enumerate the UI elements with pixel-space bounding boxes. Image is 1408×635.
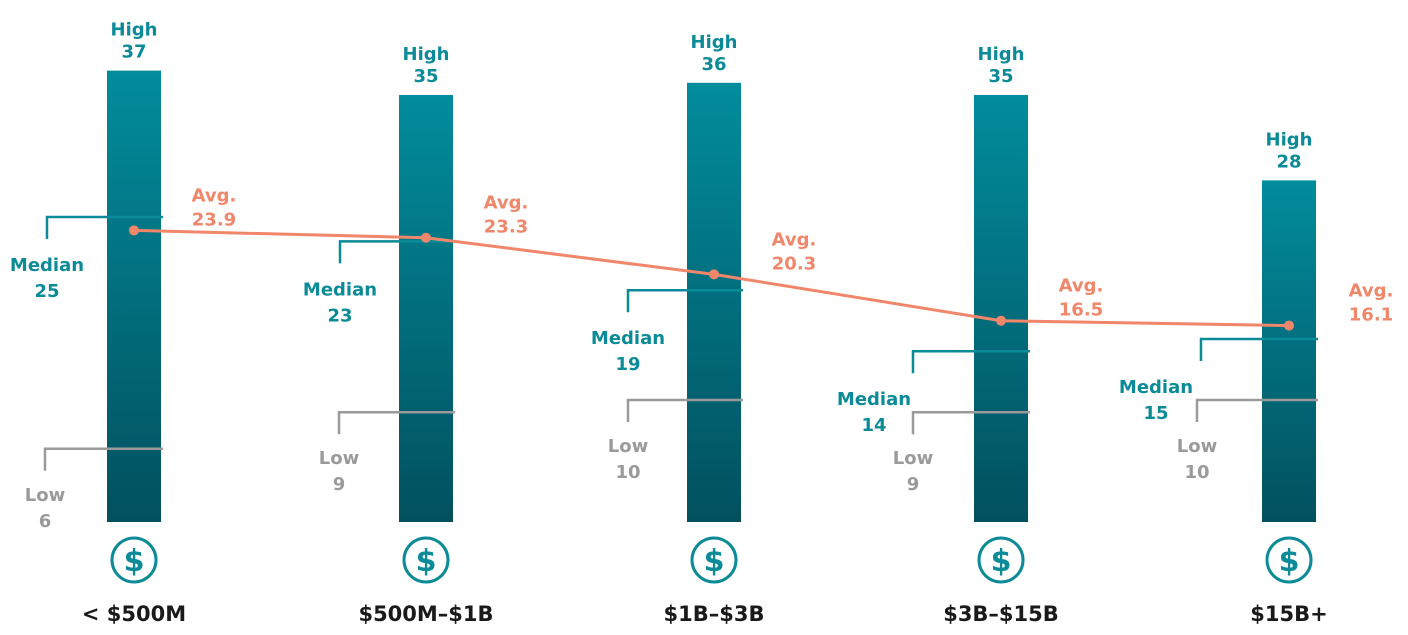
average-point [1284, 320, 1294, 331]
median-label: Median [837, 389, 911, 410]
median-marker [911, 349, 1030, 374]
dollar-sign-glyph: $ [1279, 544, 1300, 579]
average-label: Avg. [484, 193, 529, 214]
high-value: 36 [701, 54, 726, 75]
high-label: High [403, 44, 450, 65]
low-value: 10 [615, 462, 640, 483]
average-value: 16.5 [1059, 300, 1103, 321]
high-label: High [978, 44, 1025, 65]
category-label: $15B+ [1250, 602, 1327, 626]
median-label: Median [591, 328, 665, 349]
range-bar [687, 82, 741, 523]
category-label: $3B–$15B [943, 602, 1059, 626]
median-marker [1199, 337, 1318, 361]
average-point [709, 269, 719, 280]
average-point [421, 232, 431, 243]
low-value: 6 [39, 511, 52, 532]
dollar-coin-icon [977, 536, 1025, 584]
low-label: Low [25, 485, 65, 506]
range-bar [1262, 180, 1316, 522]
median-marker [626, 288, 743, 313]
average-value: 16.1 [1349, 305, 1393, 326]
high-value: 28 [1276, 151, 1301, 172]
average-point [996, 315, 1006, 326]
average-label: Avg. [1059, 276, 1104, 297]
average-label: Avg. [192, 185, 237, 206]
low-marker [1195, 398, 1318, 422]
dollar-sign-glyph: $ [991, 544, 1012, 579]
low-label: Low [319, 448, 359, 469]
category-label: < $500M [82, 602, 186, 626]
low-label: Low [893, 448, 933, 469]
median-value: 14 [861, 415, 886, 436]
dollar-sign-glyph: $ [124, 544, 145, 579]
low-markers-layer: Low 6 Low 9 Low 10 Low 9 Low 10 [25, 398, 1318, 532]
low-value: 9 [907, 474, 920, 495]
median-markers-layer: Median 25 Median 23 Median 19 Median 14 Median 15 [10, 215, 1318, 436]
median-marker [338, 240, 455, 264]
high-value: 37 [121, 42, 146, 63]
median-value: 19 [615, 354, 640, 375]
average-label: Avg. [772, 229, 817, 250]
category-labels-layer: < $500M $500M–$1B $1B–$3B $3B–$15B $15B+ [82, 602, 1328, 626]
dollar-icons-layer: $ $ $ $ $ [110, 536, 1313, 584]
range-bar [107, 70, 161, 522]
average-value: 20.3 [772, 253, 816, 274]
dollar-sign-glyph: $ [416, 544, 437, 579]
average-value: 23.9 [192, 209, 236, 230]
median-value: 15 [1143, 403, 1168, 424]
high-value: 35 [413, 66, 438, 87]
dollar-coin-icon [402, 536, 450, 584]
low-marker [337, 410, 455, 435]
category-label: $1B–$3B [664, 602, 765, 626]
average-point [129, 225, 139, 236]
low-marker [43, 447, 163, 471]
median-label: Median [1119, 377, 1193, 398]
median-label: Median [10, 255, 84, 276]
dollar-coin-icon [690, 536, 738, 584]
median-label: Median [303, 279, 377, 300]
range-bar [399, 95, 453, 522]
high-label: High [1266, 129, 1313, 150]
low-label: Low [608, 436, 648, 457]
high-value: 35 [988, 66, 1013, 87]
high-label: High [111, 20, 158, 41]
dollar-coin-icon [1265, 536, 1313, 584]
median-value: 25 [34, 281, 59, 302]
median-value: 23 [327, 305, 352, 326]
average-value: 23.3 [484, 217, 528, 238]
dollar-coin-icon [110, 536, 158, 584]
low-value: 9 [333, 474, 346, 495]
median-marker [45, 215, 163, 239]
average-line-layer: Avg. 23.9 Avg. 23.3 Avg. 20.3 Avg. 16.5 Avg. 16.1 [129, 185, 1394, 331]
category-label: $500M–$1B [358, 602, 493, 626]
range-bar [974, 95, 1028, 522]
low-marker [626, 398, 743, 422]
high-label: High [691, 32, 738, 53]
low-marker [911, 410, 1030, 435]
average-label: Avg. [1349, 281, 1394, 302]
low-value: 10 [1184, 462, 1209, 483]
low-label: Low [1177, 436, 1217, 457]
dollar-sign-glyph: $ [704, 544, 725, 579]
